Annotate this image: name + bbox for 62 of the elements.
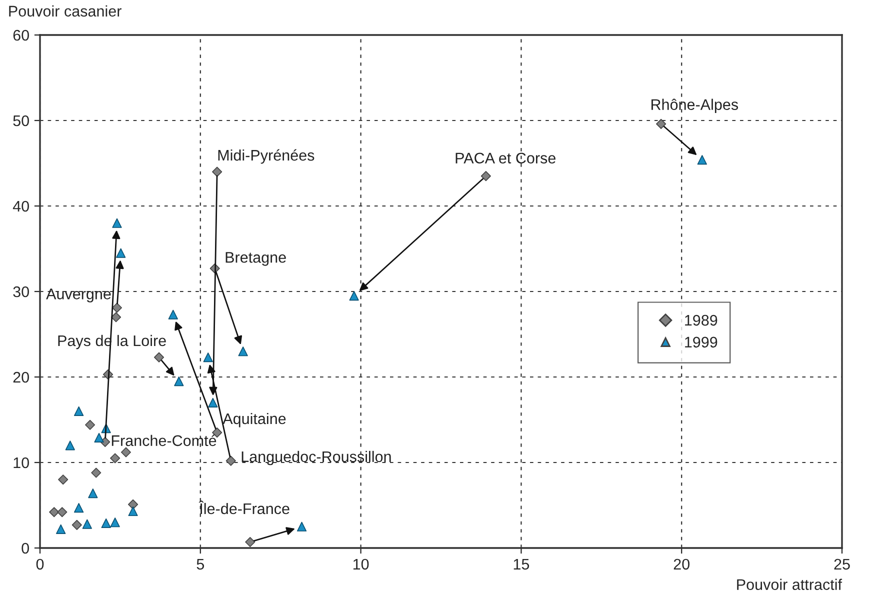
point (111, 312, 122, 322)
point (656, 118, 666, 129)
y-tick-label: 50 (13, 115, 29, 126)
legend-label: 1989 (685, 314, 718, 326)
y-tick-label: 30 (13, 286, 29, 298)
annotation: PACA et Corse (456, 152, 556, 164)
point (49, 507, 60, 518)
point (238, 346, 248, 356)
point (245, 536, 256, 548)
x-tick-label: 20 (674, 558, 690, 570)
annotation: Rhône-Alpes (651, 98, 738, 114)
annotation: Franche-Comté (112, 434, 216, 446)
point (120, 447, 131, 458)
x-tick-label: 5 (196, 558, 204, 570)
point (212, 166, 222, 177)
point (203, 352, 213, 362)
point (296, 522, 307, 532)
point (697, 155, 707, 165)
point (128, 499, 138, 510)
point (57, 507, 68, 518)
point (88, 488, 98, 498)
point (65, 440, 75, 450)
annotation: Auvergne (46, 288, 111, 302)
point (85, 420, 96, 430)
point (480, 171, 491, 182)
point (74, 503, 84, 513)
x-tick-label: 10 (353, 558, 369, 570)
annotation: Languedoc-Roussillon (242, 450, 391, 466)
point (56, 524, 66, 534)
y-tick-label: 40 (12, 200, 29, 212)
point (101, 518, 111, 528)
annotation: Bretagne (226, 252, 286, 266)
y-axis-title: Pouvoir casanier (9, 5, 122, 17)
x-tick-label: 15 (514, 558, 530, 570)
point (208, 398, 218, 408)
point (116, 248, 126, 258)
point (226, 456, 236, 466)
point (91, 468, 102, 478)
annotation: Île-de-France (198, 500, 290, 514)
point (154, 352, 164, 362)
x-axis-title: Pouvoir attractif (737, 578, 842, 590)
x-tick-label: 25 (834, 558, 850, 570)
annotation: Aquitaine (222, 412, 286, 428)
point (58, 474, 68, 485)
point (128, 506, 138, 516)
x-tick-label: 0 (36, 558, 44, 570)
point (82, 519, 92, 529)
point (94, 432, 104, 443)
point (112, 218, 122, 228)
y-tick-label: 60 (13, 30, 29, 41)
point (110, 453, 120, 464)
y-tick-label: 10 (14, 457, 29, 468)
y-tick-label: 0 (22, 542, 29, 554)
y-tick-label: 20 (13, 372, 29, 383)
legend-label: 1999 (685, 336, 718, 348)
point (349, 290, 359, 301)
point (174, 376, 184, 386)
point (168, 310, 178, 320)
point (74, 406, 84, 416)
annotation: Midi-Pyrénées (218, 149, 314, 164)
point (110, 518, 120, 528)
point (72, 520, 82, 530)
